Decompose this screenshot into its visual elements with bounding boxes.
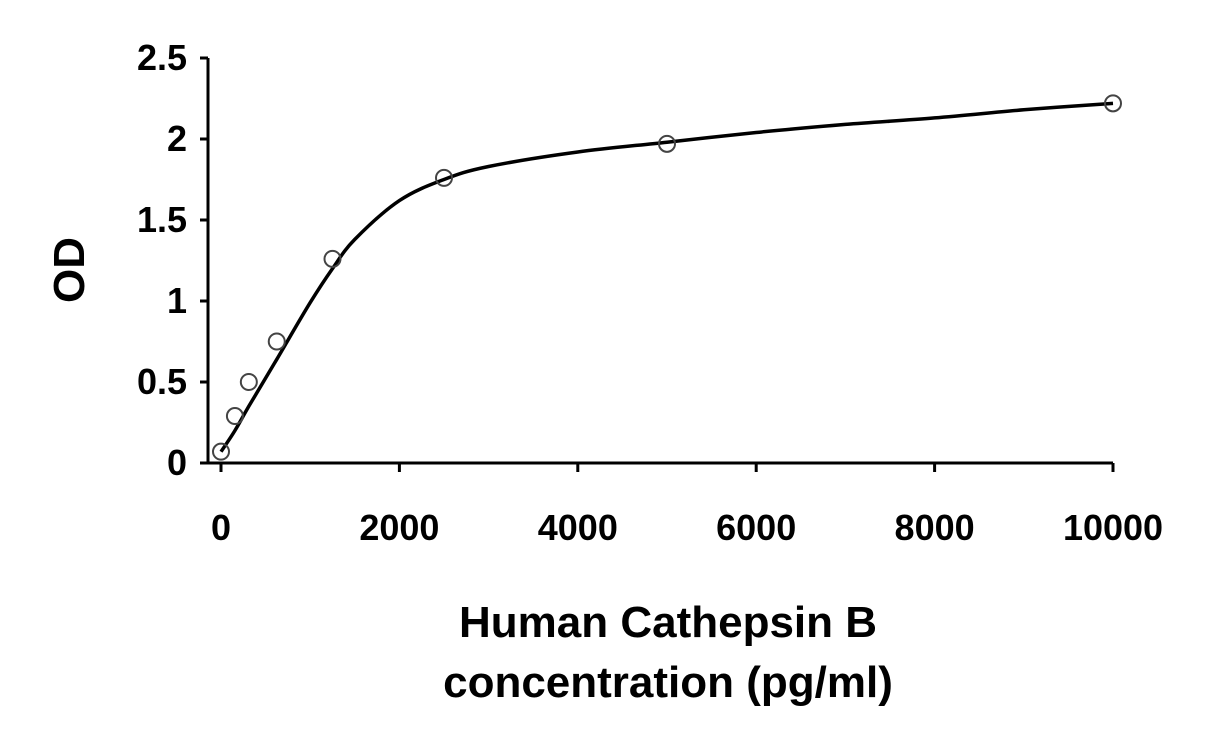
fit-curve — [219, 101, 1114, 453]
x-tick-label: 8000 — [895, 507, 975, 548]
plot-area — [212, 94, 1122, 461]
data-point — [239, 373, 258, 391]
x-axis-title-line-2: concentration (pg/ml) — [443, 658, 893, 707]
data-point — [267, 332, 286, 351]
y-tick-label: 1 — [167, 280, 187, 321]
y-tick-label: 1.5 — [137, 199, 187, 240]
x-tick-label: 0 — [211, 507, 231, 548]
x-tick-label: 6000 — [716, 507, 796, 548]
x-tick-label: 2000 — [359, 507, 439, 548]
y-tick-label: 2 — [167, 118, 187, 159]
x-axis-title-line-1: Human Cathepsin B — [459, 598, 877, 647]
y-tick-label: 0.5 — [137, 361, 187, 402]
x-tick-label: 10000 — [1063, 507, 1163, 548]
data-point — [658, 134, 676, 153]
data-point — [1104, 94, 1122, 113]
data-point — [212, 442, 230, 461]
data-point — [435, 168, 453, 187]
x-tick-label: 4000 — [538, 507, 618, 548]
y-axis-title: OD — [45, 237, 94, 303]
y-tick-label: 0 — [167, 442, 187, 483]
y-tick-label: 2.5 — [137, 37, 187, 78]
data-point — [225, 407, 244, 426]
x-axis: 0 2000 4000 6000 8000 10000 — [208, 461, 1163, 548]
y-axis: 0 0.5 1 1.5 2 2.5 — [137, 37, 210, 483]
data-point — [323, 249, 342, 268]
